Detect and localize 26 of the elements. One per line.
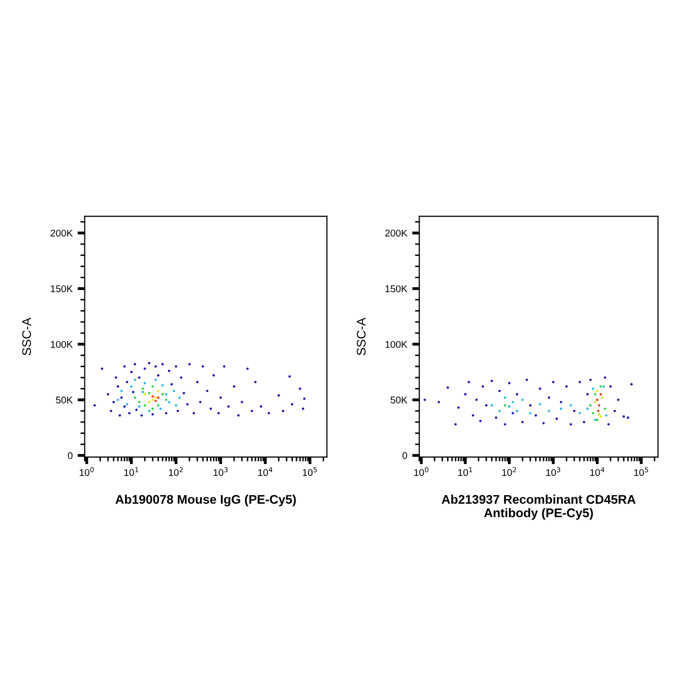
x-tick-label: 10$^{0}$ [414,467,428,476]
y-axis-title: SSC-A [22,318,32,356]
y-tick-label: 150K [386,285,408,292]
y-axis-title: SSC-A [356,318,366,356]
x-tick-label: 10$^{1}$ [458,467,472,476]
x-tick-label: 10$^{2}$ [168,467,183,476]
y-tick-label: 100K [386,340,408,348]
x-tick-label: 10$^{1}$ [124,467,138,476]
y-tick-label: 200K [385,230,408,237]
y-tick-label: 200K [50,230,73,237]
x-tick-label: 10$^{2}$ [502,467,516,476]
x-tick-label: 10$^{3}$ [214,467,228,476]
x-axis-title: Ab213937 Recombinant CD45RA Antibody (PE-Cy5) [442,494,636,520]
x-tick-label: 10$^{4}$ [590,467,604,476]
x-tick-label: 10$^{4}$ [258,467,272,476]
y-tick-label: 0 [68,452,73,460]
y-tick-label: 50K [56,396,73,404]
y-tick-label: 150K [50,285,73,292]
x-tick-label: 10$^{5}$ [634,467,648,476]
x-tick-label: 10$^{5}$ [302,467,317,476]
y-tick-label: 100K [50,340,73,348]
y-tick-label: 0 [402,452,408,460]
x-axis-title: Ab190078 Mouse IgG (PE-Cy5) [115,494,296,506]
x-tick-label: 10$^{3}$ [546,467,560,476]
x-tick-label: 10$^{0}$ [80,467,94,476]
y-tick-label: 50K [390,396,408,404]
